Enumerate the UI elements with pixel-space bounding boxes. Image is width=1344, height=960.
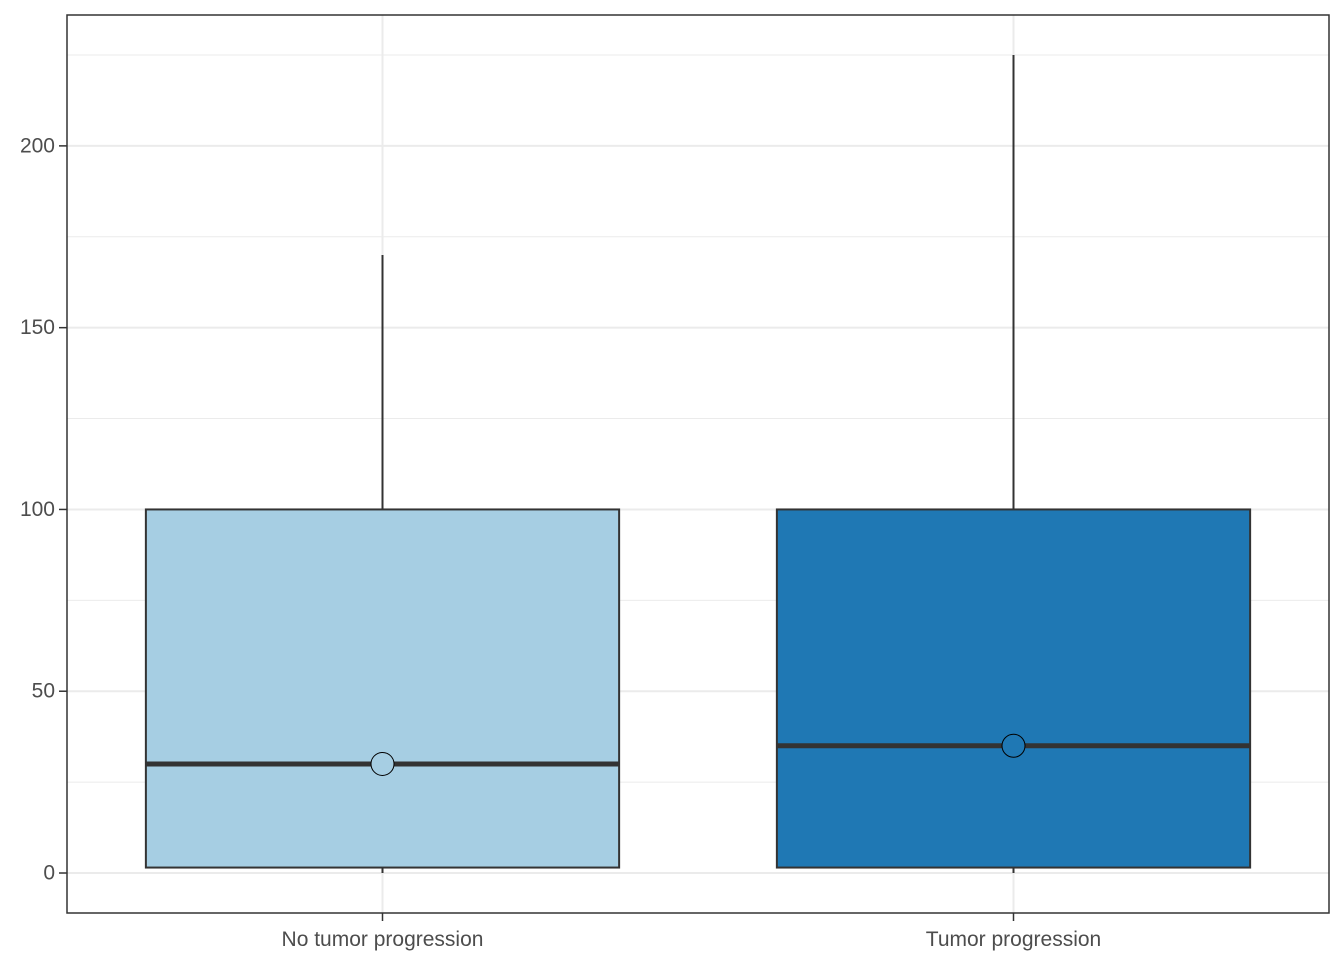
mean-point bbox=[370, 751, 395, 776]
y-tick-label: 150 bbox=[20, 316, 55, 339]
box-body bbox=[775, 508, 1252, 869]
y-tick-label: 50 bbox=[32, 680, 55, 703]
y-tick-label: 200 bbox=[20, 134, 55, 157]
y-tick-label: 0 bbox=[43, 862, 55, 885]
axes: 0 50 100 150 200 No tumor progression Tumor pr… bbox=[20, 134, 1101, 951]
box-body bbox=[144, 508, 621, 869]
x-tick-label: No tumor progression bbox=[282, 928, 484, 951]
x-tick-label: Tumor progression bbox=[926, 928, 1101, 951]
panel-border bbox=[66, 14, 1330, 914]
y-tick-label: 100 bbox=[20, 498, 55, 521]
mean-point bbox=[1001, 733, 1026, 758]
boxes bbox=[144, 54, 1252, 874]
